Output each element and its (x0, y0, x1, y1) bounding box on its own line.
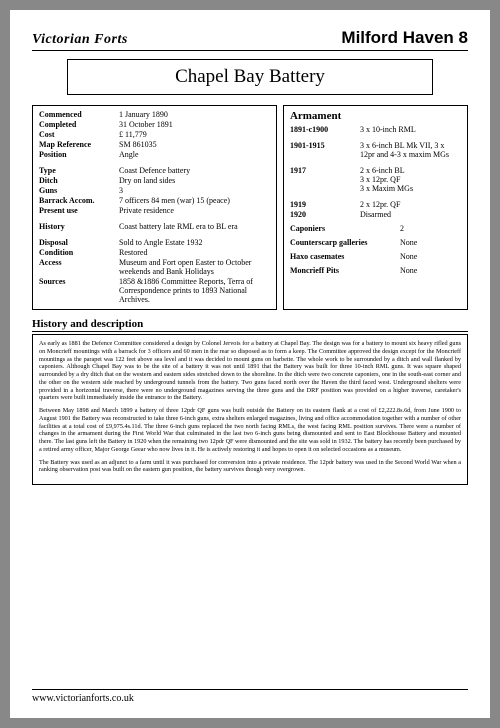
history-p1: As early as 1881 the Defence Committee c… (39, 340, 461, 402)
cost-label: Cost (39, 130, 119, 139)
history-value: Coast battery late RML era to BL era (119, 222, 270, 231)
page-location: Milford Haven 8 (341, 28, 468, 48)
arm-1919-label: 1919 (290, 200, 360, 209)
present-value: Private residence (119, 206, 270, 215)
completed-label: Completed (39, 120, 119, 129)
battery-title: Chapel Bay Battery (67, 59, 433, 95)
present-label: Present use (39, 206, 119, 215)
history-p3: The Battery was used as an adjunct to a … (39, 459, 461, 475)
access-value: Museum and Fort open Easter to October w… (119, 258, 270, 276)
barrack-value: 7 officers 84 men (war) 15 (peace) (119, 196, 270, 205)
moncrieff-value: None (400, 266, 417, 275)
condition-value: Restored (119, 248, 270, 257)
arm-1920-label: 1920 (290, 210, 360, 219)
sources-label: Sources (39, 277, 119, 304)
mapref-value: SM 861035 (119, 140, 270, 149)
counterscarp-value: None (400, 238, 417, 247)
arm-1917-value: 2 x 6-inch BL 3 x 12pr. QF 3 x Maxim MGs (360, 166, 461, 193)
history-label: History (39, 222, 119, 231)
type-label: Type (39, 166, 119, 175)
type-value: Coast Defence battery (119, 166, 270, 175)
ditch-value: Dry on land sides (119, 176, 270, 185)
ditch-label: Ditch (39, 176, 119, 185)
commenced-label: Commenced (39, 110, 119, 119)
position-value: Angle (119, 150, 270, 159)
access-label: Access (39, 258, 119, 276)
position-label: Position (39, 150, 119, 159)
barrack-label: Barrack Accom. (39, 196, 119, 205)
caponiers-label: Caponiers (290, 224, 400, 233)
header-bar: Victorian Forts Milford Haven 8 (32, 28, 468, 51)
arm-1919-value: 2 x 12pr. QF (360, 200, 461, 209)
commenced-value: 1 January 1890 (119, 110, 270, 119)
brand-title: Victorian Forts (32, 32, 128, 48)
caponiers-value: 2 (400, 224, 404, 233)
guns-value: 3 (119, 186, 270, 195)
counterscarp-label: Counterscarp galleries (290, 238, 400, 247)
footer-url: www.victorianforts.co.uk (32, 689, 468, 704)
arm-1901-label: 1901-1915 (290, 141, 360, 150)
disposal-value: Sold to Angle Estate 1932 (119, 238, 270, 247)
details-panel: Commenced1 January 1890 Completed31 Octo… (32, 105, 277, 310)
completed-value: 31 October 1891 (119, 120, 270, 129)
guns-label: Guns (39, 186, 119, 195)
armament-header: Armament (290, 110, 461, 122)
condition-label: Condition (39, 248, 119, 257)
arm-1901-value: 3 x 6-inch BL Mk VII, 3 x 12pr and 4-3 x… (360, 141, 461, 159)
arm-1891-value: 3 x 10-inch RML (360, 125, 461, 134)
haxo-label: Haxo casemates (290, 252, 400, 261)
arm-1917-label: 1917 (290, 166, 360, 175)
sources-value: 1858 &1886 Committee Reports, Terra of C… (119, 277, 270, 304)
arm-1920-value: Disarmed (360, 210, 461, 219)
moncrieff-label: Moncrieff Pits (290, 266, 400, 275)
armament-panel: Armament 1891-c19003 x 10-inch RML 1901-… (283, 105, 468, 310)
history-p2: Between May 1898 and March 1899 a batter… (39, 407, 461, 454)
cost-value: £ 11,779 (119, 130, 270, 139)
arm-1891-label: 1891-c1900 (290, 125, 360, 134)
haxo-value: None (400, 252, 417, 261)
mapref-label: Map Reference (39, 140, 119, 149)
history-desc-box: As early as 1881 the Defence Committee c… (32, 334, 468, 485)
disposal-label: Disposal (39, 238, 119, 247)
history-desc-header: History and description (32, 318, 468, 332)
